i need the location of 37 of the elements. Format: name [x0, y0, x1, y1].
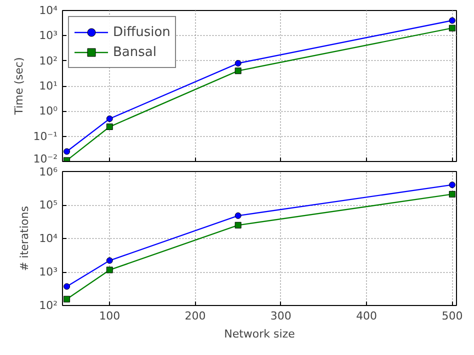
point: [234, 68, 242, 74]
point: [106, 116, 113, 122]
x-tick-label: 200: [184, 310, 206, 322]
point: [448, 190, 456, 198]
y-tick-label: 10⁴: [39, 232, 58, 245]
point: [448, 24, 456, 32]
legend-label: Diffusion: [113, 24, 170, 40]
y-axis-title: Time (sec): [12, 57, 26, 116]
point: [64, 283, 70, 290]
y-tick-label: 10²: [39, 54, 58, 68]
y-tick-label: 10³: [39, 266, 58, 278]
point: [106, 124, 113, 130]
point: [234, 60, 242, 67]
point: [448, 17, 456, 24]
point: [106, 266, 113, 274]
point: [64, 148, 70, 155]
point: [64, 296, 70, 302]
y-tick-label: 10⁴: [39, 4, 58, 17]
x-tick-label: 400: [356, 310, 378, 322]
point: [106, 257, 113, 264]
x-axis-title: Network size: [224, 328, 296, 340]
point: [234, 212, 242, 219]
point: [448, 182, 456, 188]
y-tick-label: 10⁶: [39, 166, 58, 178]
x-tick-label: 500: [442, 310, 463, 322]
y-axis-title: # iterations: [18, 206, 32, 271]
y-tick-label: 10⁻¹: [33, 130, 58, 143]
y-tick-label: 10²: [39, 299, 58, 312]
legend-label: Bansal: [113, 44, 156, 60]
y-tick-label: 10⁰: [39, 104, 58, 118]
y-tick-label: 10¹: [39, 80, 58, 92]
x-tick-label: 300: [270, 310, 292, 322]
y-tick-label: 10⁵: [39, 198, 58, 212]
y-tick-label: 10⁻²: [33, 152, 58, 166]
point: [234, 222, 242, 228]
y-tick-label: 10³: [39, 29, 58, 42]
x-tick-label: 100: [99, 310, 120, 322]
